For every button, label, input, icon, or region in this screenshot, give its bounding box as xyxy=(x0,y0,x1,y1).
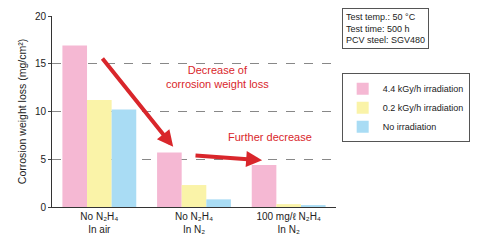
svg-text:0.2 kGy/h irradiation: 0.2 kGy/h irradiation xyxy=(383,103,464,113)
svg-text:15: 15 xyxy=(35,58,47,69)
svg-text:Corrosion weight loss (mg/cm²): Corrosion weight loss (mg/cm²) xyxy=(16,39,28,184)
svg-text:Further decrease: Further decrease xyxy=(228,131,312,143)
svg-text:4.4 kGy/h irradiation: 4.4 kGy/h irradiation xyxy=(383,84,464,94)
svg-text:No N₂H₄In N₂: No N₂H₄In N₂ xyxy=(175,211,213,235)
svg-text:No irradiation: No irradiation xyxy=(383,122,437,132)
svg-text:5: 5 xyxy=(40,154,46,165)
svg-text:100 mg/ℓ N₂H₄In N₂: 100 mg/ℓ N₂H₄In N₂ xyxy=(256,211,321,235)
svg-text:Decrease ofcorrosion weight lo: Decrease ofcorrosion weight loss xyxy=(166,64,269,90)
svg-text:10: 10 xyxy=(35,106,47,117)
svg-text:20: 20 xyxy=(35,11,47,22)
svg-text:0: 0 xyxy=(40,202,46,213)
svg-text:No N₂H₄In air: No N₂H₄In air xyxy=(80,211,118,235)
svg-text:Test temp.: 50 °CTest time: 50: Test temp.: 50 °CTest time: 500 hPCV ste… xyxy=(346,12,425,45)
